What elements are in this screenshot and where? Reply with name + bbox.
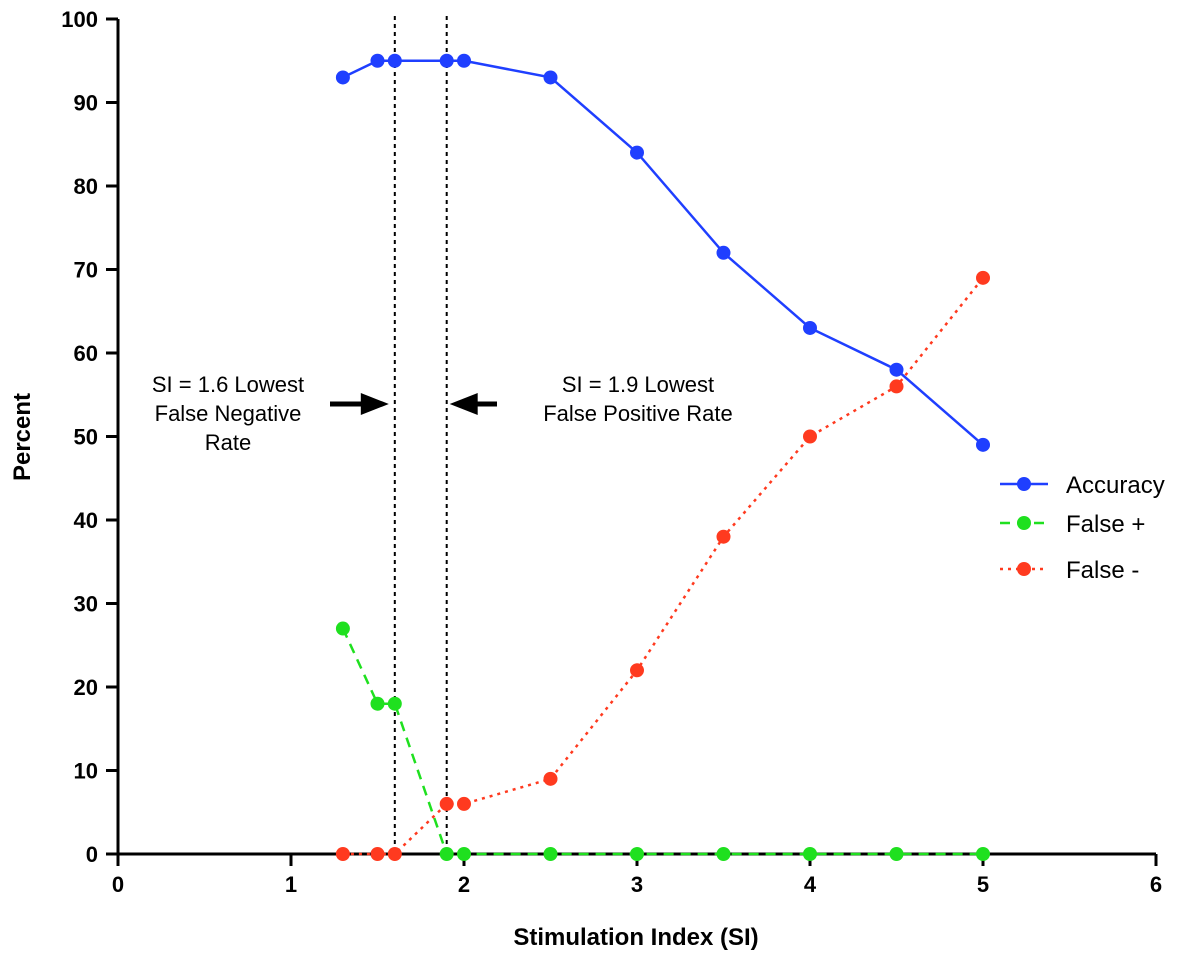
legend-marker [1017,562,1031,576]
data-point [457,796,471,811]
y-tick-label: 100 [61,7,98,32]
annotation-line: SI = 1.9 Lowest [562,372,714,397]
data-point [976,270,990,285]
data-point [716,847,731,861]
series-false [335,621,990,861]
data-point [335,621,350,636]
data-point [387,696,402,711]
data-point [803,847,817,861]
annotation-line: False Negative [155,401,302,426]
x-tick-label: 0 [112,872,124,897]
annotation-fp-text: SI = 1.9 Lowest False Positive Rate [543,372,733,426]
reference-lines [393,16,448,854]
data-point [630,663,644,678]
x-tick-label: 2 [458,872,470,897]
data-point [457,847,471,861]
data-point [335,70,350,85]
data-point [543,771,558,786]
legend-item: False + [1000,511,1145,538]
annotation-line: SI = 1.6 Lowest [152,372,304,397]
legend-marker [1017,516,1031,530]
legend-label: False + [1066,511,1145,538]
annotation-line: Rate [205,430,251,455]
data-point [630,847,644,861]
y-tick-label: 30 [74,592,98,617]
data-point [439,796,454,811]
data-point [335,847,350,861]
y-tick-label: 40 [74,508,98,533]
data-point [976,437,990,452]
legend-label: False - [1066,557,1139,584]
data-point [543,70,558,85]
arrow-left-head [449,393,478,415]
data-point [370,53,385,68]
x-tick-label: 1 [285,872,297,897]
y-tick-label: 80 [74,174,98,199]
axes: 0 10 20 30 40 50 60 70 80 90 100 0 1 2 3 4 5 6 [61,7,1162,897]
data-point [889,847,904,861]
annotation-fn-text: SI = 1.6 Lowest False Negative Rate [152,372,304,455]
data-point [889,379,904,394]
x-tick-label: 6 [1150,872,1162,897]
data-point [716,245,731,260]
data-point [439,53,454,68]
data-point [889,362,904,377]
annotation-line: False Positive Rate [543,401,733,426]
y-tick-label: 10 [74,759,98,784]
series-line [341,627,983,856]
y-tick-label: 20 [74,675,98,700]
y-tick-label: 70 [74,258,98,283]
data-point [370,847,385,861]
legend-label: Accuracy [1066,472,1165,499]
arrow-right-head [360,393,389,415]
y-axis-title: Percent [9,393,36,481]
data-point [387,847,402,861]
x-tick-label: 3 [631,872,643,897]
series-layer [335,53,990,861]
y-tick-label: 50 [74,425,98,450]
legend: Accuracy False + False - [1000,472,1165,584]
legend-marker [1017,477,1031,491]
data-point [803,320,817,335]
x-tick-label: 5 [977,872,989,897]
data-point [439,847,454,861]
legend-item: Accuracy [1000,472,1165,499]
data-point [543,847,558,861]
x-axis-title: Stimulation Index (SI) [513,924,758,951]
x-tick-label: 4 [804,872,817,897]
data-point [370,696,385,711]
legend-item: False - [1000,557,1139,584]
y-tick-label: 60 [74,341,98,366]
data-point [387,53,402,68]
series-accuracy [335,53,990,452]
data-point [803,429,817,444]
series-false [335,270,990,861]
data-point [976,847,990,861]
y-tick-label: 0 [86,842,98,867]
y-tick-label: 90 [74,91,98,116]
data-point [457,53,471,68]
data-point [716,529,731,544]
data-point [630,145,644,160]
